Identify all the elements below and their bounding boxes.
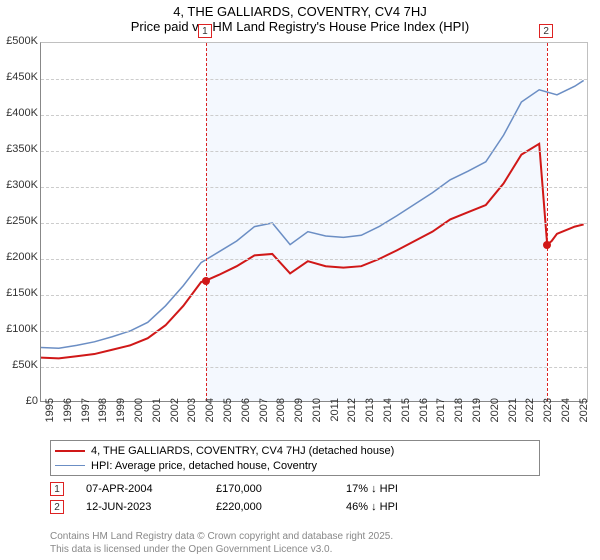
marker-box-1: 1	[50, 482, 64, 496]
gridline-h	[41, 259, 587, 260]
marker-box: 2	[539, 24, 553, 38]
transaction-delta: 46% ↓ HPI	[346, 501, 398, 513]
legend-item-property: 4, THE GALLIARDS, COVENTRY, CV4 7HJ (det…	[55, 443, 535, 458]
gridline-h	[41, 223, 587, 224]
x-axis-label: 2025	[578, 398, 590, 438]
x-axis-label: 2018	[453, 398, 465, 438]
legend: 4, THE GALLIARDS, COVENTRY, CV4 7HJ (det…	[50, 440, 540, 476]
gridline-h	[41, 151, 587, 152]
gridline-h	[41, 295, 587, 296]
gridline-h	[41, 331, 587, 332]
x-axis-label: 1996	[62, 398, 74, 438]
x-axis-label: 2007	[258, 398, 270, 438]
y-axis-label: £0	[0, 395, 38, 407]
legend-item-hpi: HPI: Average price, detached house, Cove…	[55, 458, 535, 473]
y-axis-label: £100K	[0, 323, 38, 335]
x-axis-label: 1998	[97, 398, 109, 438]
x-axis-label: 2023	[542, 398, 554, 438]
legend-label-property: 4, THE GALLIARDS, COVENTRY, CV4 7HJ (det…	[91, 445, 394, 457]
transaction-date: 12-JUN-2023	[86, 501, 216, 513]
x-axis-label: 2017	[435, 398, 447, 438]
marker-vline	[206, 43, 207, 401]
y-axis-label: £50K	[0, 359, 38, 371]
legend-swatch-property	[55, 450, 85, 452]
y-axis-label: £200K	[0, 251, 38, 263]
marker-box: 1	[198, 24, 212, 38]
y-axis-label: £150K	[0, 287, 38, 299]
x-axis-label: 2012	[346, 398, 358, 438]
x-axis-label: 2010	[311, 398, 323, 438]
x-axis-label: 2014	[382, 398, 394, 438]
y-axis-label: £350K	[0, 143, 38, 155]
transaction-date: 07-APR-2004	[86, 483, 216, 495]
y-axis-label: £450K	[0, 71, 38, 83]
y-axis-label: £250K	[0, 215, 38, 227]
x-axis-label: 2015	[400, 398, 412, 438]
x-axis-label: 2000	[133, 398, 145, 438]
legend-swatch-hpi	[55, 465, 85, 467]
series-line	[41, 80, 584, 348]
footnote-line2: This data is licensed under the Open Gov…	[50, 544, 393, 557]
transaction-row: 1 07-APR-2004 £170,000 17% ↓ HPI	[50, 480, 540, 498]
x-axis-label: 1995	[44, 398, 56, 438]
marker-vline	[547, 43, 548, 401]
x-axis-label: 1997	[80, 398, 92, 438]
transaction-delta: 17% ↓ HPI	[346, 483, 398, 495]
x-axis-label: 2022	[524, 398, 536, 438]
x-axis-label: 2002	[169, 398, 181, 438]
transaction-price: £220,000	[216, 501, 346, 513]
legend-label-hpi: HPI: Average price, detached house, Cove…	[91, 460, 317, 472]
y-axis-label: £500K	[0, 35, 38, 47]
plot-area	[40, 42, 588, 402]
x-axis-label: 2003	[186, 398, 198, 438]
x-axis-label: 2001	[151, 398, 163, 438]
x-axis-label: 1999	[115, 398, 127, 438]
footnote-line1: Contains HM Land Registry data © Crown c…	[50, 531, 393, 544]
footnote: Contains HM Land Registry data © Crown c…	[50, 531, 393, 556]
chart-container: 4, THE GALLIARDS, COVENTRY, CV4 7HJ Pric…	[0, 0, 600, 560]
price-dot	[543, 241, 551, 249]
x-axis-label: 2020	[489, 398, 501, 438]
y-axis-label: £400K	[0, 107, 38, 119]
transactions-table: 1 07-APR-2004 £170,000 17% ↓ HPI 2 12-JU…	[50, 480, 540, 516]
x-axis-label: 2009	[293, 398, 305, 438]
x-axis-label: 2024	[560, 398, 572, 438]
x-axis-label: 2004	[204, 398, 216, 438]
x-axis-label: 2011	[329, 398, 341, 438]
x-axis-label: 2008	[275, 398, 287, 438]
marker-box-2: 2	[50, 500, 64, 514]
x-axis-label: 2021	[507, 398, 519, 438]
x-axis-label: 2019	[471, 398, 483, 438]
transaction-row: 2 12-JUN-2023 £220,000 46% ↓ HPI	[50, 498, 540, 516]
x-axis-label: 2006	[240, 398, 252, 438]
gridline-h	[41, 367, 587, 368]
gridline-h	[41, 115, 587, 116]
x-axis-label: 2016	[418, 398, 430, 438]
chart-title-sub: Price paid vs. HM Land Registry's House …	[0, 19, 600, 34]
transaction-price: £170,000	[216, 483, 346, 495]
x-axis-label: 2005	[222, 398, 234, 438]
gridline-h	[41, 187, 587, 188]
x-axis-label: 2013	[364, 398, 376, 438]
chart-title-main: 4, THE GALLIARDS, COVENTRY, CV4 7HJ	[0, 0, 600, 19]
series-line	[41, 144, 584, 359]
y-axis-label: £300K	[0, 179, 38, 191]
price-dot	[202, 277, 210, 285]
gridline-h	[41, 79, 587, 80]
